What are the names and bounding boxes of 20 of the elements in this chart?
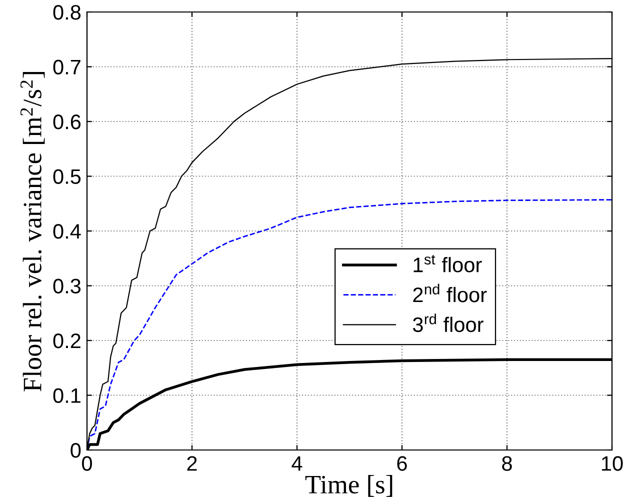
y-tick-label: 0 bbox=[70, 443, 81, 458]
y-tick-label: 0.5 bbox=[53, 169, 81, 184]
y-tick-label: 0.4 bbox=[53, 224, 81, 239]
y-tick-label: 0.7 bbox=[53, 60, 80, 75]
y-tick-label: 0.8 bbox=[53, 5, 81, 20]
y-tick-label: 0.6 bbox=[53, 114, 81, 130]
x-axis-title: Time [s] bbox=[305, 474, 392, 497]
x-tick-label: 2 bbox=[187, 456, 197, 471]
x-tick-label: 8 bbox=[502, 456, 512, 471]
y-tick-label: 0.1 bbox=[53, 388, 80, 404]
legend-label: 2$^{nd}$ floor bbox=[413, 284, 487, 302]
x-tick-label: 10 bbox=[602, 456, 623, 471]
y-tick-label: 0.2 bbox=[53, 334, 80, 348]
legend-label: 3$^{rd}$ floor bbox=[412, 314, 484, 332]
x-tick-label: 0 bbox=[82, 456, 92, 471]
y-tick-label: 0.3 bbox=[53, 278, 81, 294]
legend-label: 1$^{st}$ floor bbox=[414, 254, 482, 272]
x-tick-label: 4 bbox=[292, 456, 302, 471]
y-axis-title: Floor rel. vel. variance [m$^{2}$/s$^{2}$] bbox=[20, 72, 45, 392]
x-tick-label: 6 bbox=[397, 456, 407, 471]
